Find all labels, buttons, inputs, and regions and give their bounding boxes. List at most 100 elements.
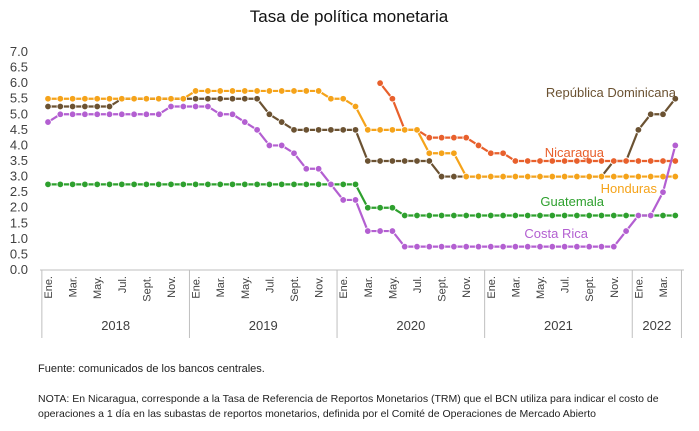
point bbox=[253, 180, 261, 189]
point bbox=[401, 242, 409, 251]
point bbox=[191, 180, 200, 189]
point bbox=[93, 110, 101, 118]
point bbox=[93, 95, 101, 103]
point bbox=[339, 95, 347, 103]
point bbox=[511, 242, 520, 251]
x-group-label: 2020 bbox=[396, 318, 425, 333]
x-group-label: 2019 bbox=[249, 318, 278, 333]
point bbox=[524, 157, 532, 165]
point bbox=[118, 180, 126, 189]
point bbox=[462, 242, 470, 251]
point bbox=[314, 87, 323, 95]
point bbox=[351, 102, 360, 111]
x-tick-label: Nov. bbox=[609, 276, 621, 298]
point bbox=[241, 87, 249, 95]
point bbox=[573, 157, 581, 165]
y-tick-label: 1.5 bbox=[10, 215, 28, 230]
point bbox=[425, 157, 433, 165]
x-tick-label: Ene. bbox=[43, 276, 55, 299]
point bbox=[142, 95, 151, 103]
point bbox=[302, 180, 310, 189]
point bbox=[253, 126, 261, 134]
point bbox=[659, 110, 667, 118]
point bbox=[191, 95, 200, 103]
y-tick-label: 2.5 bbox=[10, 184, 28, 199]
point bbox=[314, 180, 323, 189]
point bbox=[511, 172, 520, 181]
point bbox=[44, 95, 52, 103]
point bbox=[437, 211, 446, 220]
point bbox=[585, 211, 593, 220]
point bbox=[401, 211, 409, 220]
point bbox=[118, 95, 126, 103]
x-tick-label: Sept. bbox=[141, 276, 153, 302]
point bbox=[499, 242, 507, 251]
x-group-label: 2021 bbox=[544, 318, 573, 333]
point bbox=[265, 87, 274, 95]
point bbox=[401, 126, 409, 134]
point bbox=[216, 87, 224, 95]
series-line bbox=[48, 183, 676, 217]
point bbox=[647, 157, 655, 165]
point bbox=[265, 110, 274, 118]
x-tick-label: Jul. bbox=[264, 276, 276, 293]
point bbox=[56, 95, 64, 103]
y-tick-label: 7.0 bbox=[10, 44, 28, 59]
point bbox=[499, 172, 507, 181]
point bbox=[216, 95, 224, 103]
point bbox=[167, 180, 175, 189]
point bbox=[241, 180, 249, 189]
point bbox=[560, 172, 569, 181]
point bbox=[536, 157, 544, 165]
y-tick-label: 5.0 bbox=[10, 106, 28, 121]
point bbox=[44, 102, 52, 111]
point bbox=[671, 95, 679, 103]
point bbox=[536, 211, 544, 220]
point bbox=[105, 95, 114, 103]
point bbox=[179, 102, 187, 111]
point bbox=[388, 204, 397, 212]
point bbox=[290, 126, 298, 134]
point bbox=[351, 180, 360, 189]
point bbox=[462, 133, 470, 142]
point bbox=[437, 149, 446, 157]
x-group-label: 2022 bbox=[642, 318, 671, 333]
point bbox=[548, 242, 556, 251]
point bbox=[364, 204, 372, 212]
point bbox=[622, 227, 630, 235]
series-line bbox=[48, 97, 677, 178]
point bbox=[130, 180, 138, 189]
y-tick-label: 4.0 bbox=[10, 137, 28, 152]
point bbox=[622, 172, 630, 181]
point bbox=[216, 110, 224, 118]
point bbox=[81, 102, 89, 111]
point bbox=[573, 211, 581, 220]
x-tick-label: Ene. bbox=[191, 276, 203, 299]
point bbox=[413, 157, 421, 165]
point bbox=[364, 227, 372, 235]
point bbox=[56, 102, 64, 111]
x-tick-label: Mar. bbox=[68, 276, 80, 297]
point bbox=[597, 211, 606, 220]
point bbox=[413, 242, 421, 251]
y-tick-label: 4.5 bbox=[10, 122, 28, 137]
point bbox=[376, 227, 384, 235]
series-label: Honduras bbox=[601, 181, 658, 196]
x-tick-label: May. bbox=[92, 276, 104, 299]
point bbox=[228, 95, 237, 103]
point bbox=[548, 157, 556, 165]
point bbox=[339, 126, 347, 134]
chart-title: Tasa de política monetaria bbox=[250, 7, 449, 26]
point bbox=[487, 149, 495, 157]
point bbox=[450, 133, 458, 142]
x-tick-label: Sept. bbox=[437, 276, 449, 302]
point bbox=[474, 242, 483, 251]
point bbox=[585, 157, 593, 165]
point bbox=[81, 180, 89, 189]
point bbox=[524, 172, 532, 181]
point bbox=[610, 157, 618, 165]
point bbox=[191, 102, 200, 111]
point bbox=[302, 126, 310, 134]
point bbox=[499, 211, 507, 220]
point bbox=[290, 149, 298, 157]
